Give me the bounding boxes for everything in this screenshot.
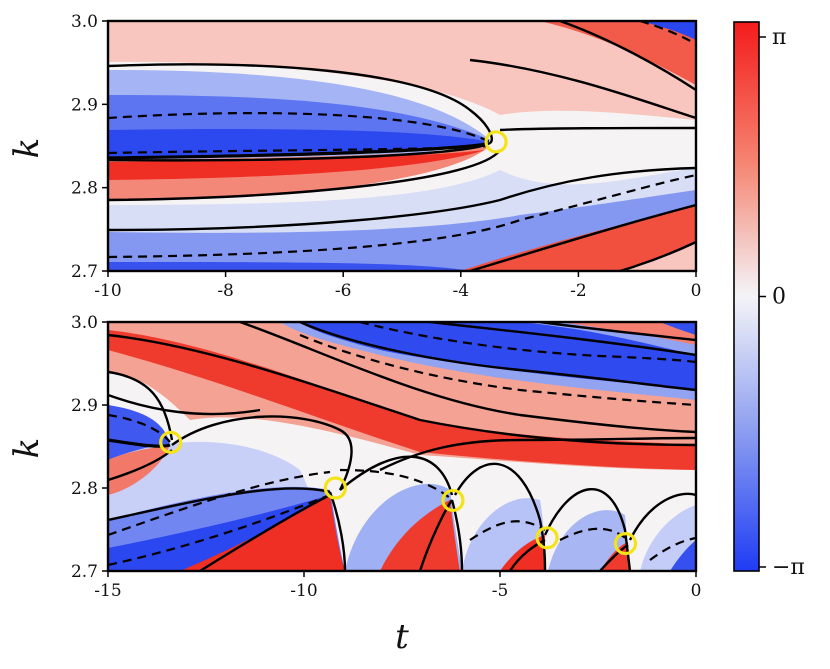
x-tick-label: -15 — [94, 581, 121, 601]
top-axes-frame — [106, 19, 698, 273]
critical-point-marker — [441, 488, 465, 513]
x-tick-label: -8 — [217, 281, 234, 301]
critical-point-marker — [535, 526, 559, 550]
x-tick-label: -2 — [570, 281, 587, 301]
critical-point-marker — [613, 532, 638, 556]
top-ylabel: k — [7, 138, 47, 159]
top-panel: -10 -8 -6 -4 -2 0 2.7 2.8 2.9 3.0 k — [7, 12, 701, 301]
critical-point-marker — [323, 476, 347, 500]
y-tick-label: 2.9 — [71, 95, 98, 115]
x-tick-label: -4 — [453, 281, 470, 301]
bottom-heatmap — [108, 322, 696, 571]
colorbar-gradient — [733, 21, 760, 572]
top-heatmap — [108, 21, 696, 271]
x-tick-label: -6 — [335, 281, 352, 301]
y-tick-label: 3.0 — [71, 313, 98, 333]
colorbar-tick-label: π — [772, 25, 786, 50]
colorbar-tick-label: 0 — [772, 285, 786, 310]
y-tick-label: 2.7 — [71, 562, 98, 582]
bottom-ylabel: k — [7, 438, 47, 459]
colorbar-tick-label: −π — [772, 555, 805, 580]
bottom-panel: -15 -10 -5 0 2.7 2.8 2.9 3.0 k t — [7, 313, 701, 657]
bottom-xlabel: t — [395, 617, 409, 657]
critical-point-marker — [159, 430, 183, 454]
y-tick-label: 3.0 — [71, 12, 98, 32]
y-tick-label: 2.9 — [71, 396, 98, 416]
x-tick-label: 0 — [691, 281, 702, 301]
bottom-axes-frame — [106, 320, 698, 573]
x-tick-label: -10 — [94, 281, 121, 301]
bottom-ticks: -15 -10 -5 0 2.7 2.8 2.9 3.0 — [71, 313, 701, 601]
colorbar: π 0 −π — [733, 21, 805, 580]
critical-point-marker — [484, 130, 508, 154]
y-tick-label: 2.8 — [71, 179, 98, 199]
y-tick-label: 2.8 — [71, 479, 98, 499]
x-tick-label: 0 — [691, 581, 702, 601]
x-tick-label: -10 — [290, 581, 317, 601]
top-ticks: -10 -8 -6 -4 -2 0 2.7 2.8 2.9 3.0 — [71, 12, 701, 301]
colorbar-ticks: π 0 −π — [759, 25, 805, 580]
bottom-markers — [159, 430, 638, 556]
y-tick-label: 2.7 — [71, 262, 98, 282]
x-tick-label: -5 — [492, 581, 509, 601]
top-markers — [484, 130, 508, 154]
